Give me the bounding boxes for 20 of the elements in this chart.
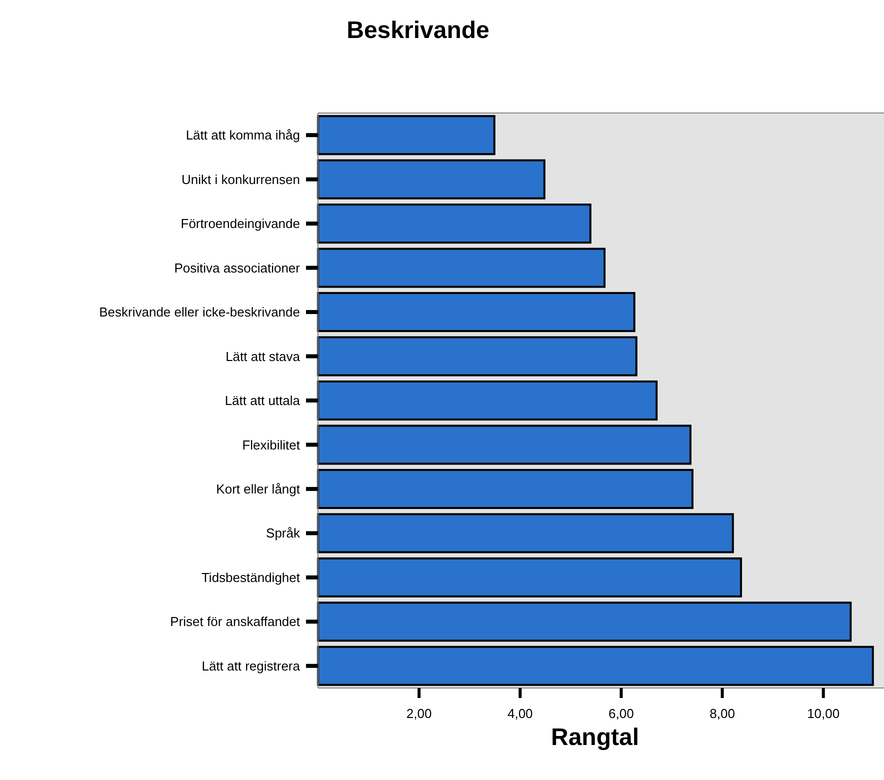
y-tick-label: Kort eller långt <box>216 482 300 497</box>
y-tick-label: Priset för anskaffandet <box>170 614 300 630</box>
y-tick-label: Flexibilitet <box>242 437 300 452</box>
y-tick-label: Förtroendeingivande <box>180 216 300 232</box>
y-tick-label: Lätt att komma ihåg <box>186 128 300 143</box>
y-tick-label: Språk <box>266 526 300 541</box>
y-tick-label: Tidsbeständighet <box>201 570 300 585</box>
x-tick-label: 2,00 <box>406 706 432 721</box>
y-tick-label: Lätt att uttala <box>224 393 301 408</box>
x-tick-label: 8,00 <box>710 706 735 721</box>
x-tick-label: 6,00 <box>608 706 634 721</box>
x-tick-label: 4,00 <box>507 706 533 721</box>
x-axis-title: Rangtal <box>550 724 640 751</box>
x-tick-label: 10,00 <box>807 706 840 721</box>
y-tick-label: Lätt att registrera <box>202 658 301 674</box>
y-tick-label: Beskrivande eller icke-beskrivande <box>99 304 300 320</box>
y-tick-label: Unikt i konkurrensen <box>182 172 300 187</box>
y-tick-label: Positiva associationer <box>174 260 301 276</box>
chart-title: Beskrivande <box>346 17 490 44</box>
y-tick-label: Lätt att stava <box>226 348 301 364</box>
